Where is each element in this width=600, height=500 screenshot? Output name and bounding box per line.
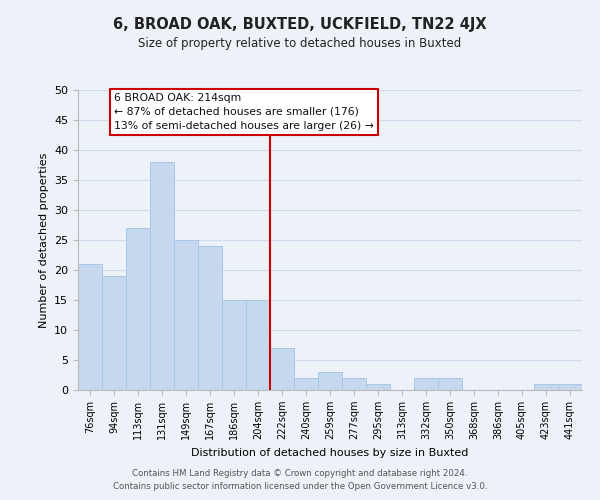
- Bar: [126, 228, 150, 390]
- X-axis label: Distribution of detached houses by size in Buxted: Distribution of detached houses by size …: [191, 448, 469, 458]
- Text: 6 BROAD OAK: 214sqm
← 87% of detached houses are smaller (176)
13% of semi-detac: 6 BROAD OAK: 214sqm ← 87% of detached ho…: [114, 93, 374, 131]
- Bar: [342, 378, 366, 390]
- Y-axis label: Number of detached properties: Number of detached properties: [38, 152, 49, 328]
- Bar: [366, 384, 390, 390]
- Bar: [438, 378, 462, 390]
- Text: Contains public sector information licensed under the Open Government Licence v3: Contains public sector information licen…: [113, 482, 487, 491]
- Bar: [318, 372, 342, 390]
- Text: Contains HM Land Registry data © Crown copyright and database right 2024.: Contains HM Land Registry data © Crown c…: [132, 468, 468, 477]
- Bar: [558, 384, 582, 390]
- Bar: [414, 378, 438, 390]
- Bar: [222, 300, 246, 390]
- Bar: [150, 162, 174, 390]
- Bar: [270, 348, 294, 390]
- Text: Size of property relative to detached houses in Buxted: Size of property relative to detached ho…: [139, 38, 461, 51]
- Bar: [534, 384, 558, 390]
- Bar: [294, 378, 318, 390]
- Bar: [174, 240, 198, 390]
- Text: 6, BROAD OAK, BUXTED, UCKFIELD, TN22 4JX: 6, BROAD OAK, BUXTED, UCKFIELD, TN22 4JX: [113, 18, 487, 32]
- Bar: [78, 264, 102, 390]
- Bar: [198, 246, 222, 390]
- Bar: [102, 276, 126, 390]
- Bar: [246, 300, 270, 390]
